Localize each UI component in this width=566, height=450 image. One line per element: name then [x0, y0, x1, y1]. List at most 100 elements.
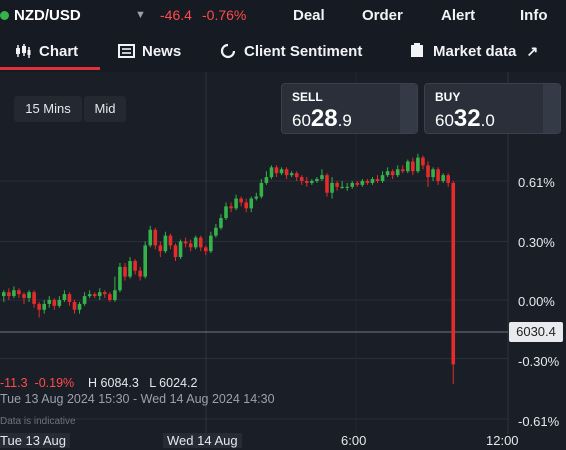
- candle: [310, 181, 314, 183]
- candle: [193, 237, 198, 248]
- candle: [360, 181, 365, 185]
- candle: [254, 196, 259, 199]
- tab-bar: Chart News Client Sentiment Market data …: [0, 32, 566, 73]
- candle: [42, 303, 46, 310]
- candle: [128, 260, 132, 277]
- tab-chart[interactable]: Chart: [14, 43, 78, 60]
- sell-button[interactable]: SELL 6028.9: [281, 83, 418, 134]
- candle: [153, 229, 158, 246]
- candle: [183, 241, 188, 244]
- price-chart[interactable]: [0, 72, 566, 450]
- candle: [436, 169, 440, 181]
- candle: [451, 182, 456, 365]
- buy-label: BUY: [435, 90, 461, 104]
- candle: [315, 179, 319, 181]
- market-open-dot-icon: [0, 11, 9, 20]
- external-link-icon: ↗: [526, 43, 539, 59]
- candle: [27, 292, 31, 299]
- candle: [198, 237, 203, 248]
- clipboard-icon: [408, 43, 426, 60]
- nav-alert[interactable]: Alert: [441, 7, 476, 24]
- nav-deal[interactable]: Deal: [293, 7, 325, 24]
- y-tick-label: 0.30%: [518, 235, 555, 250]
- candle: [305, 181, 309, 183]
- y-tick-label: 0.00%: [518, 294, 555, 309]
- candle: [264, 177, 269, 183]
- buy-button[interactable]: BUY 6032.0: [424, 83, 561, 134]
- candle: [209, 235, 213, 252]
- candle: [446, 175, 450, 183]
- candle: [390, 171, 395, 176]
- candle: [335, 182, 339, 187]
- tab-market-data-label: Market data: [433, 43, 517, 60]
- y-tick-label: 0.61%: [518, 175, 555, 190]
- candle: [97, 292, 102, 297]
- candle: [431, 169, 435, 178]
- candle: [188, 243, 193, 248]
- candle: [82, 296, 87, 304]
- tab-client-sentiment-label: Client Sentiment: [244, 43, 363, 60]
- candle: [7, 292, 11, 297]
- price-type-selector[interactable]: Mid: [84, 96, 126, 122]
- price-change: -46.4: [160, 7, 192, 23]
- candle: [350, 182, 355, 187]
- candle: [400, 169, 405, 172]
- candle: [103, 292, 107, 295]
- current-price-marker: 6030.4: [509, 322, 563, 342]
- candle: [158, 245, 163, 252]
- price-change-pct: -0.76%: [202, 7, 247, 23]
- x-tick-label: Wed 14 Aug: [163, 433, 242, 448]
- candle: [67, 294, 72, 302]
- nav-info[interactable]: Info: [520, 7, 548, 24]
- news-icon: [117, 43, 135, 60]
- candle: [173, 245, 178, 258]
- candlestick-icon: [14, 43, 32, 60]
- active-tab-indicator: [0, 67, 100, 70]
- y-tick-label: -0.61%: [518, 414, 560, 429]
- candle: [239, 198, 243, 203]
- candle: [123, 266, 127, 277]
- x-tick-label: 6:00: [341, 433, 367, 448]
- candle: [87, 294, 92, 297]
- chart-area[interactable]: [0, 72, 566, 450]
- y-tick-label: -0.30%: [518, 354, 560, 369]
- chevron-down-icon[interactable]: ▼: [135, 9, 146, 21]
- tab-market-data[interactable]: Market data ↗: [408, 43, 538, 60]
- candle: [204, 247, 208, 252]
- candle: [62, 294, 67, 300]
- tab-news[interactable]: News: [117, 43, 181, 60]
- candle: [244, 202, 248, 209]
- candle: [421, 157, 425, 166]
- candle: [148, 229, 153, 246]
- top-bar: NZD/USD ▼ -46.4 -0.76% Deal Order Alert …: [0, 0, 566, 32]
- candle: [108, 294, 112, 300]
- candle: [441, 175, 445, 181]
- x-tick-label: Tue 13 Aug: [0, 433, 71, 448]
- tab-client-sentiment[interactable]: Client Sentiment: [219, 43, 362, 60]
- nav-order[interactable]: Order: [362, 7, 403, 24]
- candle: [32, 292, 36, 304]
- candle: [47, 300, 52, 304]
- candle: [259, 182, 264, 197]
- candle: [330, 182, 334, 193]
- candle: [426, 165, 430, 178]
- candle: [365, 181, 370, 183]
- data-indicative-note: Data is indicative: [0, 416, 76, 427]
- candle: [406, 161, 410, 172]
- candle: [178, 241, 183, 258]
- instrument-name[interactable]: NZD/USD: [14, 7, 81, 24]
- candle: [395, 169, 400, 176]
- candle: [411, 161, 415, 172]
- x-tick-label: 12:00: [486, 433, 519, 448]
- candle: [77, 303, 82, 310]
- candle: [219, 218, 223, 228]
- sell-label: SELL: [292, 90, 323, 104]
- candle: [249, 198, 254, 209]
- candle: [294, 173, 299, 178]
- interval-selector[interactable]: 15 Mins: [14, 96, 82, 122]
- candle: [269, 167, 274, 178]
- candle: [37, 303, 41, 310]
- candle: [274, 167, 279, 174]
- candle: [224, 206, 228, 219]
- candle: [133, 260, 137, 271]
